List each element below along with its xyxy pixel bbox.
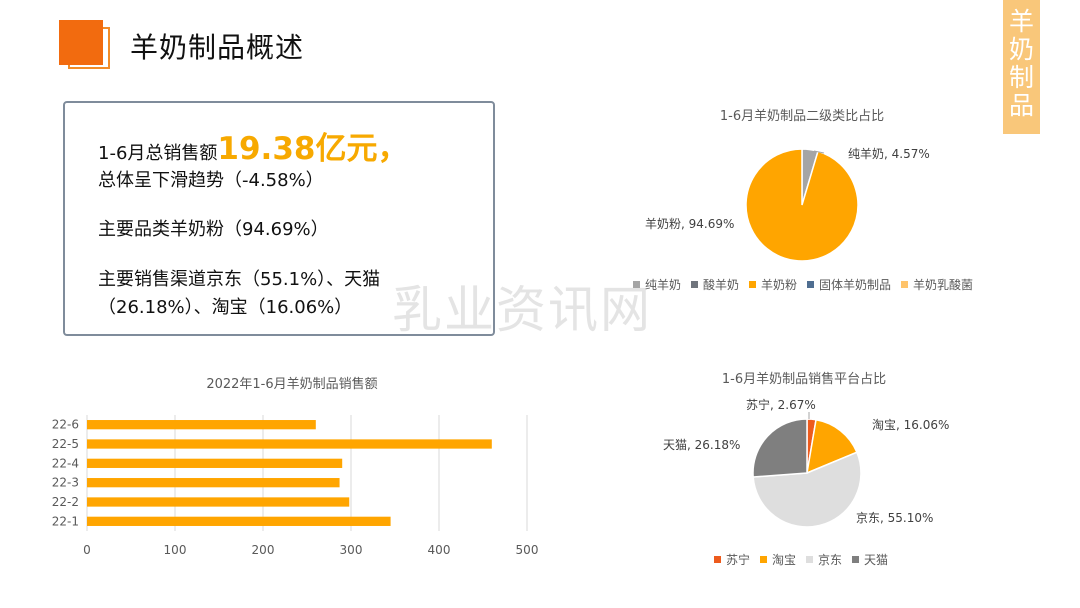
side-tab: 羊 奶 制 品	[1003, 0, 1040, 134]
legend-label: 酸羊奶	[703, 277, 739, 292]
legend-label: 京东	[818, 553, 842, 567]
sales-bar-chart: 2022年1-6月羊奶制品销售额 0 100 200 300 400 500 22-1 22-2…	[52, 376, 539, 557]
bar	[87, 458, 343, 468]
pie-slice	[806, 418, 858, 475]
x-tick-label: 500	[516, 543, 539, 557]
summary-box: 1-6月总销售额19.38亿元， 总体呈下滑趋势（-4.58%） 主要品类羊奶粉…	[63, 101, 495, 336]
bar	[87, 478, 340, 488]
legend-label: 淘宝	[772, 553, 796, 567]
y-tick-label: 22-6	[52, 418, 79, 432]
legend-swatch	[806, 556, 813, 563]
watermark: 乳业资讯网	[392, 281, 652, 339]
legend-label: 羊奶乳酸菌	[913, 277, 973, 292]
summary-line-channel-cont: （26.18%）、淘宝（16.06%）	[98, 297, 353, 318]
pie-slice	[745, 148, 859, 262]
x-tick-label: 0	[83, 543, 91, 557]
side-tab-char: 品	[1008, 91, 1034, 120]
x-tick-label: 400	[428, 543, 451, 557]
pie-slice	[752, 451, 862, 528]
legend-swatch	[749, 281, 756, 288]
summary-line-channel: 主要销售渠道京东（55.1%）、天猫	[98, 269, 381, 290]
legend-label: 固体羊奶制品	[819, 277, 891, 292]
legend-label: 羊奶粉	[761, 277, 797, 292]
chart-title: 1-6月羊奶制品销售平台占比	[722, 371, 886, 387]
bar	[87, 420, 316, 430]
y-tick-label: 22-1	[52, 514, 79, 528]
x-tick-label: 300	[340, 543, 363, 557]
legend-swatch	[901, 281, 908, 288]
x-tick-label: 100	[164, 543, 187, 557]
chart-title: 1-6月羊奶制品二级类比占比	[720, 108, 884, 124]
y-tick-label: 22-4	[52, 456, 79, 470]
data-label: 羊奶粉, 94.69%	[645, 216, 734, 231]
data-label: 纯羊奶, 4.57%	[848, 146, 930, 161]
leader-line	[813, 150, 825, 154]
data-label: 京东, 55.10%	[856, 511, 933, 525]
side-tab-char: 制	[1008, 63, 1034, 92]
title-decoration-square	[59, 20, 103, 65]
chart-title: 2022年1-6月羊奶制品销售额	[206, 376, 377, 392]
pie-slice	[752, 418, 808, 478]
summary-line-trend: 总体呈下滑趋势（-4.58%）	[98, 170, 324, 191]
side-tab-char: 羊	[1008, 7, 1034, 36]
legend-label: 天猫	[864, 553, 888, 567]
legend-label: 纯羊奶	[645, 277, 681, 292]
summary-line-total: 1-6月总销售额19.38亿元，	[98, 123, 408, 168]
y-tick-label: 22-5	[52, 437, 79, 451]
data-label: 淘宝, 16.06%	[872, 418, 949, 432]
summary-total-value: 19.38亿元，	[217, 131, 409, 167]
x-tick-label: 200	[252, 543, 275, 557]
summary-total-label: 1-6月总销售额	[98, 143, 218, 164]
legend-swatch	[714, 556, 721, 563]
legend-swatch	[691, 281, 698, 288]
legend-swatch	[760, 556, 767, 563]
legend-label: 苏宁	[726, 552, 750, 567]
side-tab-char: 奶	[1008, 35, 1034, 64]
bar	[87, 497, 350, 507]
data-label: 天猫, 26.18%	[663, 438, 740, 452]
summary-line-category: 主要品类羊奶粉（94.69%）	[98, 219, 329, 240]
legend-swatch	[852, 556, 859, 563]
legend-swatch	[807, 281, 814, 288]
y-tick-label: 22-3	[52, 476, 79, 490]
bar	[87, 439, 492, 449]
page-title: 羊奶制品概述	[130, 31, 305, 64]
legend-swatch	[633, 281, 640, 288]
y-tick-label: 22-2	[52, 495, 79, 509]
bar	[87, 516, 391, 526]
data-label: 苏宁, 2.67%	[746, 397, 816, 412]
